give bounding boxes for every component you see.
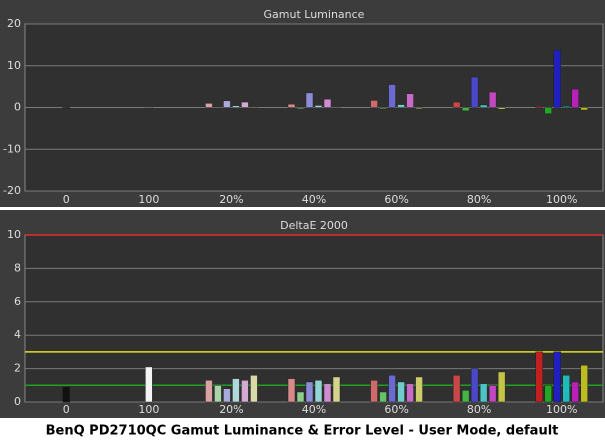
x-tick-label: 100% xyxy=(546,403,577,416)
bar xyxy=(314,380,323,403)
x-tick-label: 100 xyxy=(138,193,159,206)
plot-area xyxy=(24,234,604,403)
bar xyxy=(571,88,579,108)
x-tick-label: 80% xyxy=(467,193,491,206)
y-tick-label: 2 xyxy=(14,362,21,375)
x-tick-label: 0 xyxy=(63,193,70,206)
bar xyxy=(241,380,249,403)
x-tick-label: 40% xyxy=(302,193,326,206)
bar xyxy=(287,103,296,108)
bar xyxy=(205,380,213,403)
y-tick-label: 20 xyxy=(7,17,21,30)
bar xyxy=(379,107,387,110)
bar xyxy=(250,106,258,108)
bar xyxy=(406,383,414,403)
bar xyxy=(232,378,240,403)
bar xyxy=(497,371,506,403)
bar xyxy=(461,107,470,112)
bar xyxy=(314,105,323,108)
y-tick-label: 4 xyxy=(14,328,21,341)
bar xyxy=(223,388,231,403)
bar xyxy=(452,101,461,108)
bar xyxy=(571,381,579,403)
bar xyxy=(145,107,153,109)
bar xyxy=(562,105,570,108)
chart-title: DeltaE 2000 xyxy=(280,219,348,232)
bar xyxy=(323,98,332,108)
bar xyxy=(544,107,552,115)
bar xyxy=(497,107,506,110)
caption: BenQ PD2710QC Gamut Luminance & Error Le… xyxy=(46,424,559,439)
bar xyxy=(232,105,240,108)
bar xyxy=(544,385,552,403)
bar xyxy=(535,105,543,108)
bar xyxy=(580,365,588,403)
bar xyxy=(479,104,488,108)
bar xyxy=(415,107,423,110)
y-tick-label: -10 xyxy=(3,142,21,155)
y-tick-label: -20 xyxy=(3,184,21,197)
x-tick-label: 20% xyxy=(219,193,243,206)
bar xyxy=(488,91,497,108)
bar xyxy=(553,351,561,403)
x-tick-label: 20% xyxy=(219,403,243,416)
bar xyxy=(479,383,488,403)
y-tick-label: 0 xyxy=(14,395,21,408)
bar xyxy=(305,381,314,403)
bar xyxy=(388,375,396,403)
bar xyxy=(323,383,332,403)
bar xyxy=(205,103,213,108)
bar xyxy=(332,107,341,109)
bar xyxy=(553,50,561,108)
bar xyxy=(370,100,378,108)
bar xyxy=(379,391,387,403)
bar xyxy=(562,375,570,403)
y-tick-label: 8 xyxy=(14,261,21,274)
bar xyxy=(241,101,249,108)
bar xyxy=(370,380,378,403)
x-tick-label: 100% xyxy=(546,193,577,206)
bar xyxy=(62,107,71,109)
bar xyxy=(332,376,341,403)
bar xyxy=(388,84,396,108)
bar xyxy=(488,385,497,403)
bar xyxy=(296,107,305,110)
bar xyxy=(214,106,222,108)
bar xyxy=(535,351,543,403)
bar xyxy=(470,368,479,403)
bar xyxy=(470,76,479,108)
x-tick-label: 80% xyxy=(467,403,491,416)
x-tick-label: 60% xyxy=(384,193,408,206)
x-tick-label: 40% xyxy=(302,403,326,416)
bar xyxy=(145,366,153,403)
bar xyxy=(62,386,71,403)
x-tick-label: 0 xyxy=(63,403,70,416)
bar xyxy=(296,391,305,403)
bar xyxy=(287,378,296,403)
y-tick-label: 6 xyxy=(14,295,21,308)
bar xyxy=(397,381,405,403)
bar xyxy=(397,104,405,108)
bar xyxy=(461,390,470,403)
x-tick-label: 100 xyxy=(138,403,159,416)
bar xyxy=(223,100,231,108)
bar xyxy=(406,93,414,108)
bar xyxy=(305,92,314,108)
bar xyxy=(214,385,222,403)
bar xyxy=(250,375,258,403)
x-tick-label: 60% xyxy=(384,403,408,416)
chart-title: Gamut Luminance xyxy=(264,8,365,21)
bar xyxy=(452,375,461,403)
bar xyxy=(415,376,423,403)
y-tick-label: 0 xyxy=(14,101,21,114)
y-tick-label: 10 xyxy=(7,228,21,241)
y-tick-label: 10 xyxy=(7,59,21,72)
bar xyxy=(580,107,588,111)
